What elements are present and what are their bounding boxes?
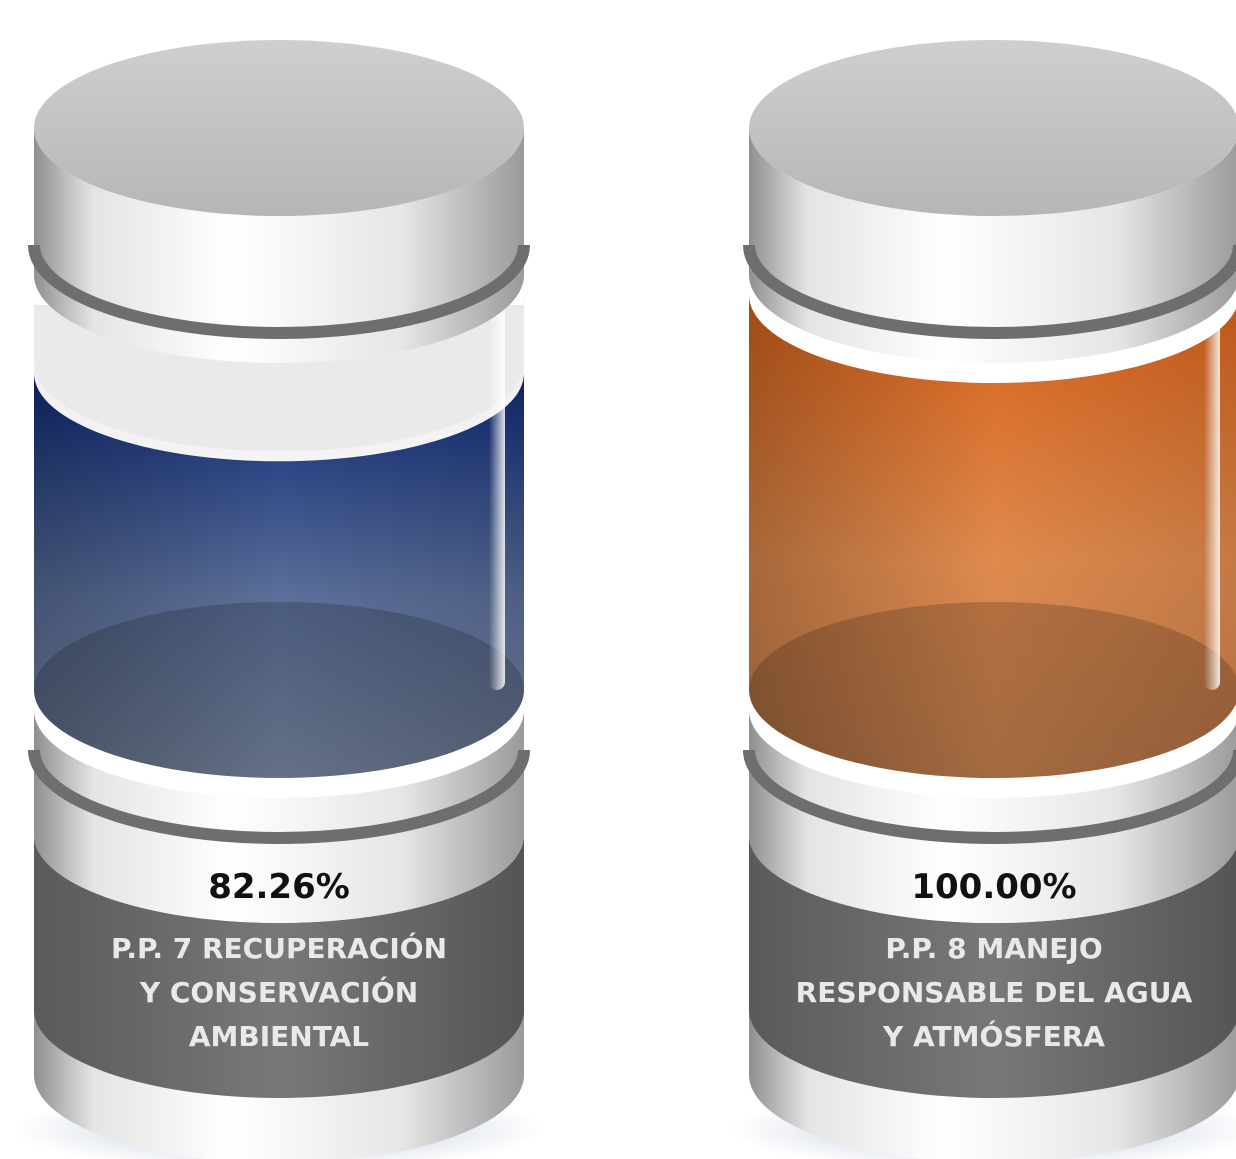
lower-rim — [34, 710, 524, 923]
category-label-line: Y CONSERVACIÓN — [139, 975, 418, 1009]
cylinder-1: 82.26% P.P. 7 RECUPERACIÓN Y CONSERVACIÓN A… — [14, 40, 544, 1159]
category-label-line: P.P. 8 MANEJO — [885, 932, 1102, 965]
glass-shine — [489, 275, 505, 690]
category-label-line: RESPONSABLE DEL AGUA — [796, 976, 1193, 1009]
cylinder-base — [34, 990, 524, 1159]
upper-rim — [749, 128, 1236, 363]
cylinder-base — [749, 990, 1236, 1159]
upper-rim-stripe — [743, 244, 1236, 339]
liquid-bottom — [34, 602, 524, 778]
lower-rim-stripe — [743, 749, 1236, 844]
cylinder-top — [749, 40, 1236, 216]
lower-rim — [749, 710, 1236, 923]
liquid-bottom — [749, 602, 1236, 778]
upper-rim — [34, 128, 524, 363]
glass-shine — [1204, 275, 1220, 690]
label-band — [749, 835, 1236, 1098]
liquid-shade — [749, 295, 1236, 778]
cylinder-2: 100.00% P.P. 8 MANEJO RESPONSABLE DEL AGUA… — [729, 40, 1236, 1159]
category-label-line: Y ATMÓSFERA — [882, 1019, 1105, 1053]
label-band — [34, 835, 524, 1098]
value-label: 100.00% — [911, 867, 1076, 907]
category-label-line: P.P. 7 RECUPERACIÓN — [111, 931, 447, 965]
value-label: 82.26% — [208, 867, 350, 907]
category-label-line: AMBIENTAL — [189, 1020, 369, 1053]
upper-rim-stripe — [28, 244, 530, 339]
lower-rim-stripe — [28, 749, 530, 844]
cylinder-top — [34, 40, 524, 216]
liquid-shade — [34, 373, 524, 778]
